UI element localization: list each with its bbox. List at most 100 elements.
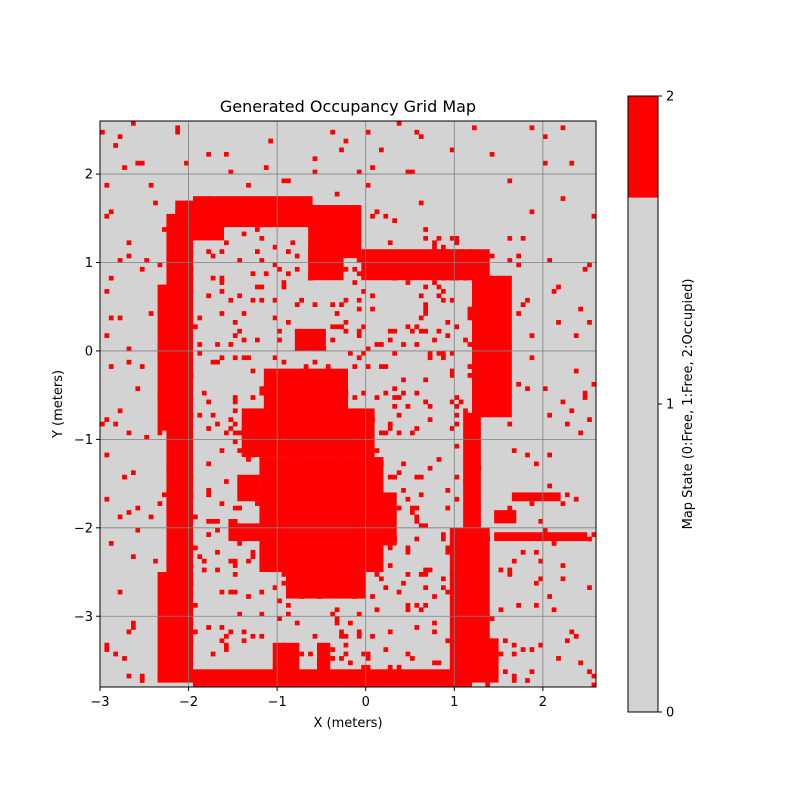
colorbar-segments: [628, 96, 658, 712]
occupied-cell: [441, 350, 446, 356]
occupied-cell: [498, 567, 504, 573]
occupied-cell: [365, 182, 371, 188]
occupied-cell: [126, 346, 132, 352]
occupied-cell: [432, 660, 437, 666]
occupied-cell: [237, 258, 243, 263]
occupied-cell: [179, 249, 185, 254]
occupied-cell: [294, 266, 300, 272]
occupied-cell: [467, 364, 473, 369]
occupied-cell: [370, 465, 375, 471]
occupied-cell: [188, 373, 194, 378]
occupied-cell: [232, 439, 238, 445]
occupied-cell: [255, 227, 260, 232]
occupied-cell: [308, 651, 313, 657]
occupied-cell: [343, 138, 349, 144]
occupied-cell: [529, 669, 535, 675]
occupied-cell: [423, 235, 429, 241]
occupied-cell: [193, 629, 198, 635]
occupied-cell: [308, 373, 313, 378]
occupied-cell: [188, 275, 194, 281]
occupied-cell: [259, 297, 265, 303]
occupied-cell: [582, 395, 588, 400]
occupied-cell: [170, 297, 176, 303]
occupied-cell: [498, 355, 504, 361]
occupied-cell: [387, 421, 393, 427]
occupied-cell: [370, 594, 375, 599]
occupied-cell: [250, 633, 256, 639]
occupied-cell: [175, 620, 181, 626]
occupied-cell: [179, 448, 185, 453]
occupied-cell: [303, 364, 309, 369]
occupied-cell: [219, 448, 225, 453]
occupied-cell: [286, 541, 291, 546]
occupied-cell: [179, 607, 185, 613]
occupied-region: [193, 669, 472, 687]
occupied-cell: [449, 235, 455, 241]
occupied-cell: [100, 129, 105, 135]
occupied-cell: [339, 527, 344, 533]
occupied-cell: [449, 147, 455, 153]
occupied-cell: [210, 412, 216, 418]
occupied-cell: [188, 266, 194, 272]
occupied-cell: [343, 390, 349, 396]
y-tick-label: −1: [74, 433, 93, 448]
occupied-cell: [538, 642, 544, 648]
occupied-cell: [392, 536, 398, 542]
occupied-cell: [529, 125, 535, 131]
occupied-cell: [317, 408, 322, 414]
occupied-cell: [418, 293, 424, 299]
occupied-cell: [334, 616, 340, 621]
occupied-cell: [184, 293, 189, 299]
occupied-cell: [210, 275, 216, 281]
occupied-cell: [135, 527, 141, 533]
occupied-cell: [197, 315, 203, 321]
occupied-cell: [343, 319, 349, 325]
occupied-cell: [383, 364, 389, 369]
occupied-cell: [573, 368, 579, 374]
occupied-cell: [591, 213, 597, 219]
occupied-cell: [414, 514, 420, 520]
occupied-cell: [383, 390, 389, 396]
occupied-cell: [379, 461, 384, 467]
occupied-cell: [516, 311, 522, 316]
occupied-cell: [153, 200, 158, 206]
occupied-cell: [401, 390, 406, 396]
occupied-cell: [547, 258, 553, 263]
occupied-cell: [201, 558, 207, 564]
occupied-cell: [494, 342, 499, 347]
occupied-cell: [228, 417, 234, 422]
occupied-cell: [219, 280, 225, 285]
occupied-cell: [387, 474, 393, 480]
occupied-cell: [179, 488, 185, 493]
occupied-cell: [365, 457, 371, 462]
occupied-cell: [210, 359, 216, 365]
occupied-cell: [423, 602, 429, 608]
occupied-cell: [352, 280, 358, 285]
occupied-cell: [480, 280, 486, 285]
occupied-cell: [343, 633, 349, 639]
occupied-cell: [259, 434, 265, 440]
occupied-cell: [232, 408, 238, 414]
occupied-cell: [418, 572, 424, 577]
occupied-cell: [255, 249, 260, 254]
occupied-cell: [396, 121, 402, 126]
occupied-cell: [232, 572, 238, 577]
occupied-cell: [507, 258, 513, 263]
occupied-cell: [299, 594, 305, 599]
occupied-cell: [591, 381, 597, 387]
occupied-cell: [418, 328, 424, 334]
occupied-cell: [370, 505, 375, 511]
occupied-region: [485, 638, 499, 683]
occupied-cell: [418, 315, 424, 321]
occupied-cell: [184, 483, 189, 489]
occupied-cell: [445, 549, 451, 555]
y-tick-label: −3: [74, 610, 93, 625]
occupied-region: [463, 412, 481, 528]
occupied-cell: [135, 386, 141, 392]
occupied-cell: [286, 178, 291, 184]
occupied-cell: [414, 505, 420, 511]
occupied-cell: [281, 514, 287, 520]
occupied-cell: [206, 293, 212, 299]
occupied-cell: [436, 284, 442, 290]
occupied-cell: [449, 426, 455, 431]
